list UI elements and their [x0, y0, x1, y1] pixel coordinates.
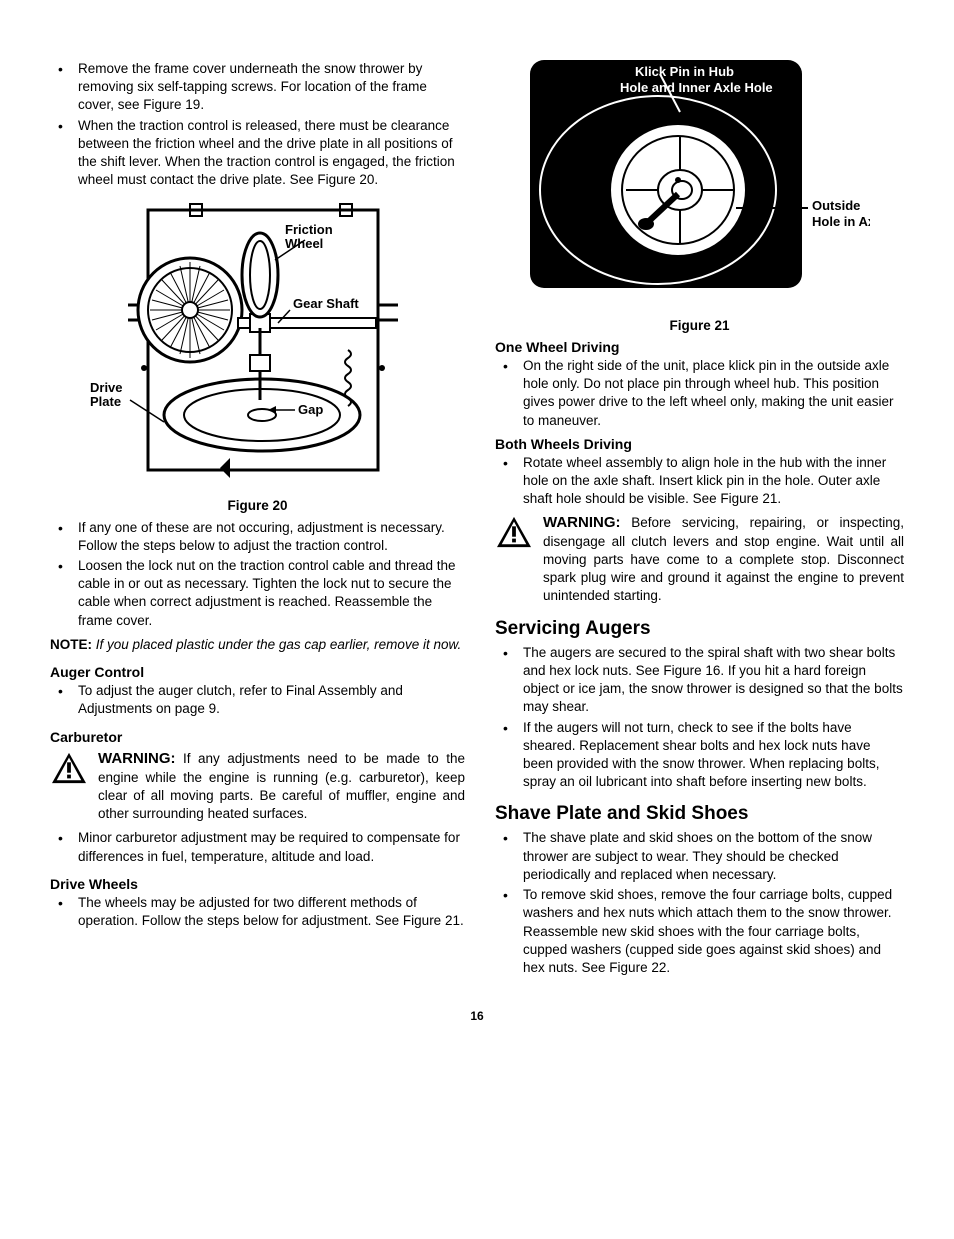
list-item: If the augers will not turn, check to se…	[495, 719, 904, 792]
label-klick-2: Hole and Inner Axle Hole	[620, 80, 773, 95]
list-item: On the right side of the unit, place kli…	[495, 357, 904, 430]
both-wheels-bullets: Rotate wheel assembly to align hole in t…	[495, 454, 904, 509]
svg-text:Wheel: Wheel	[285, 236, 323, 251]
list-item: Rotate wheel assembly to align hole in t…	[495, 454, 904, 509]
figure-20-svg: Friction Wheel Gear Shaft Gap Drive Plat…	[90, 200, 420, 490]
auger-control-bullets: To adjust the auger clutch, refer to Fin…	[50, 682, 465, 718]
carburetor-bullets: Minor carburetor adjustment may be requi…	[50, 829, 465, 865]
note-body: If you placed plastic under the gas cap …	[96, 637, 461, 652]
adjust-bullets: If any one of these are not occuring, ad…	[50, 519, 465, 630]
intro-bullets: Remove the frame cover underneath the sn…	[50, 60, 465, 190]
warning-icon	[495, 515, 533, 549]
list-item: The wheels may be adjusted for two diffe…	[50, 894, 465, 930]
one-wheel-head: One Wheel Driving	[495, 339, 904, 355]
warning-text: WARNING: Before servicing, repairing, or…	[543, 513, 904, 606]
carburetor-head: Carburetor	[50, 729, 465, 745]
shave-bullets: The shave plate and skid shoes on the bo…	[495, 829, 904, 977]
figure-21: Klick Pin in Hub Hole and Inner Axle Hol…	[530, 60, 870, 290]
drive-wheels-head: Drive Wheels	[50, 876, 465, 892]
list-item: Minor carburetor adjustment may be requi…	[50, 829, 465, 865]
page-number: 16	[50, 1009, 904, 1023]
one-wheel-bullets: On the right side of the unit, place kli…	[495, 357, 904, 430]
label-outside-1: Outside	[812, 198, 860, 213]
list-item: Remove the frame cover underneath the sn…	[50, 60, 465, 115]
figure-21-caption: Figure 21	[495, 318, 904, 333]
list-item: When the traction control is released, t…	[50, 117, 465, 190]
label-drive-plate: Drive	[90, 380, 123, 395]
list-item: To remove skid shoes, remove the four ca…	[495, 886, 904, 977]
drive-wheels-bullets: The wheels may be adjusted for two diffe…	[50, 894, 465, 930]
auger-control-head: Auger Control	[50, 664, 465, 680]
servicing-bullets: The augers are secured to the spiral sha…	[495, 644, 904, 792]
carburetor-warning: WARNING: If any adjustments need to be m…	[50, 749, 465, 824]
note-block: NOTE: If you placed plastic under the ga…	[50, 636, 465, 654]
servicing-augers-head: Servicing Augers	[495, 618, 904, 640]
warning-label: WARNING:	[543, 514, 621, 531]
label-gear-shaft: Gear Shaft	[293, 296, 359, 311]
warning-text: WARNING: If any adjustments need to be m…	[98, 749, 465, 824]
warning-icon	[50, 751, 88, 785]
label-outside-2: Hole in Axle	[812, 214, 870, 229]
figure-20-caption: Figure 20	[50, 498, 465, 513]
service-warning: WARNING: Before servicing, repairing, or…	[495, 513, 904, 606]
list-item: The shave plate and skid shoes on the bo…	[495, 829, 904, 884]
right-column: Klick Pin in Hub Hole and Inner Axle Hol…	[495, 60, 904, 979]
label-friction: Friction	[285, 222, 333, 237]
both-wheels-head: Both Wheels Driving	[495, 436, 904, 452]
note-label: NOTE:	[50, 637, 92, 652]
label-gap: Gap	[298, 402, 323, 417]
shave-plate-head: Shave Plate and Skid Shoes	[495, 803, 904, 825]
svg-text:Plate: Plate	[90, 394, 121, 409]
figure-20: Friction Wheel Gear Shaft Gap Drive Plat…	[90, 200, 420, 490]
page-content: Remove the frame cover underneath the sn…	[50, 60, 904, 979]
list-item: If any one of these are not occuring, ad…	[50, 519, 465, 555]
list-item: Loosen the lock nut on the traction cont…	[50, 557, 465, 630]
figure-21-svg: Klick Pin in Hub Hole and Inner Axle Hol…	[530, 60, 870, 290]
warning-label: WARNING:	[98, 750, 176, 767]
list-item: The augers are secured to the spiral sha…	[495, 644, 904, 717]
label-klick-1: Klick Pin in Hub	[635, 64, 734, 79]
list-item: To adjust the auger clutch, refer to Fin…	[50, 682, 465, 718]
left-column: Remove the frame cover underneath the sn…	[50, 60, 465, 979]
